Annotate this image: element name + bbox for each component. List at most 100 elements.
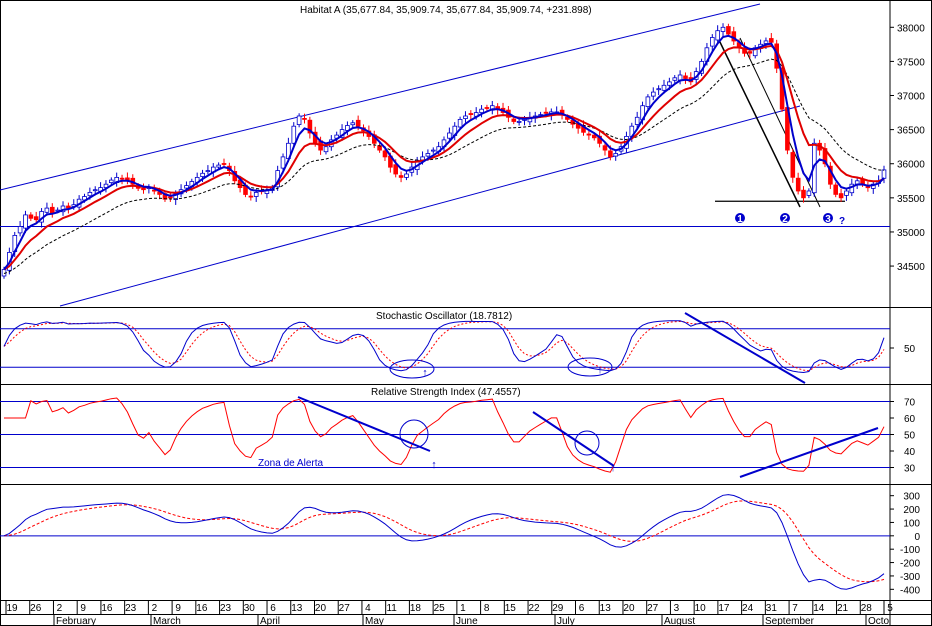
trend-channel: [0, 3, 845, 307]
month-label: May: [365, 616, 384, 626]
ma-slow-line: [3, 58, 885, 274]
x-tick-label: 20: [623, 603, 635, 614]
candle-up: [672, 77, 678, 81]
candle-down: [168, 196, 173, 199]
candle-down: [838, 193, 844, 199]
y-tick-label: -300: [900, 572, 920, 583]
candle-up: [184, 185, 189, 189]
x-tick-label: 30: [244, 603, 256, 614]
month-label: July: [557, 616, 575, 626]
x-tick-label: 2: [57, 603, 63, 614]
x-tick-label: 20: [315, 603, 327, 614]
downtrend-line: [717, 37, 801, 208]
candle-down: [468, 113, 474, 116]
marker-label: 2: [782, 214, 788, 225]
x-tick-label: 17: [718, 603, 730, 614]
rsi-y-axis: 70 60 50 40 30: [890, 398, 916, 475]
price-chart-title: Habitat A (35,677.84, 35,909.74, 35,677.…: [300, 5, 592, 16]
candle-down: [50, 206, 55, 214]
marker-label: ?: [839, 216, 845, 227]
candle-down: [586, 133, 592, 136]
rsi-trend-line: [297, 396, 431, 452]
candle-down: [248, 195, 254, 198]
x-tick-label: 13: [291, 603, 303, 614]
x-tick-label: 26: [30, 603, 42, 614]
candle-up: [720, 26, 726, 32]
y-tick-label: 60: [904, 414, 916, 425]
candle-down: [511, 118, 517, 122]
candle-down: [833, 184, 838, 195]
x-tick-label: 27: [647, 603, 659, 614]
candle-down: [683, 75, 688, 79]
stochastic-panel: ↑ ↑ 50 Stochastic Oscillator (18.7812): [0, 311, 916, 384]
x-tick-label: 6: [270, 603, 276, 614]
candle-up: [613, 153, 618, 157]
candle-up: [23, 214, 28, 229]
x-tick-label: 9: [175, 603, 181, 614]
y-tick-label: 40: [904, 447, 916, 458]
candle-down: [747, 51, 753, 54]
x-tick-label: 1: [460, 603, 466, 614]
candle-up: [430, 149, 436, 152]
candle-down: [302, 118, 307, 120]
x-tick-label: 4: [365, 603, 371, 614]
candle-down: [33, 216, 39, 221]
candle-up: [17, 226, 23, 234]
highlight-circle: [574, 430, 600, 456]
stochastic-trend-line: [684, 312, 806, 384]
x-tick-label: 7: [792, 603, 798, 614]
y-tick-label: 37000: [897, 92, 925, 103]
x-tick-label: 29: [552, 603, 564, 614]
stochastic-lines: ↑ ↑: [0, 312, 890, 384]
x-tick-label: 31: [766, 603, 778, 614]
candle-up: [479, 108, 484, 113]
x-tick-label: 16: [196, 603, 208, 614]
candle-up: [881, 169, 887, 179]
candle-up: [656, 88, 661, 91]
x-tick-label: 3: [674, 603, 680, 614]
date-axis: 19 26 2 9 16 23 2 9 16 23 30 6 13 20 27 4 11 18 25 1 8 15 22 29…: [0, 600, 932, 626]
candle-up: [710, 37, 715, 47]
candle-up: [200, 172, 205, 178]
candle-down: [398, 175, 404, 178]
stochastic-y-axis: 50: [890, 344, 916, 355]
oscillator-lines: [0, 494, 890, 590]
candle-down: [119, 177, 125, 180]
month-label: August: [664, 616, 695, 626]
marker-label: 3: [825, 214, 831, 225]
x-tick-label: 28: [861, 603, 873, 614]
channel-upper-line: [0, 3, 761, 191]
y-tick-label: 37500: [897, 57, 925, 68]
x-tick-label: 9: [80, 603, 86, 614]
stochastic-signal-line: [3, 320, 885, 372]
y-tick-label: 200: [903, 505, 920, 516]
rsi-lines: ↑ ↑: [0, 396, 890, 478]
candle-up: [447, 132, 452, 139]
candle-up: [404, 173, 409, 178]
candle-up: [44, 207, 50, 213]
highlight-ellipse: [389, 359, 435, 379]
candle-down: [151, 189, 157, 192]
y-tick-label: 35500: [897, 194, 925, 205]
candle-up: [291, 125, 297, 144]
candle-down: [66, 205, 71, 209]
x-tick-label: 14: [813, 603, 825, 614]
month-label: April: [260, 616, 280, 626]
candle-up: [350, 122, 356, 126]
x-tick-label: 19: [6, 603, 18, 614]
candle-up: [425, 153, 431, 157]
candle-up: [92, 189, 98, 192]
candle-up: [109, 179, 114, 184]
ma-fast-line: [3, 34, 885, 271]
oscillator-signal-line: [3, 500, 885, 583]
candle-up: [296, 115, 302, 126]
oscillator-panel: 300 200 100 0 -100 -200 -300 -400: [0, 492, 920, 596]
y-tick-label: 50: [904, 344, 916, 355]
marker-label: 1: [737, 214, 743, 225]
candle-down: [543, 111, 549, 114]
marker-circle: [823, 213, 833, 223]
candle-down: [790, 152, 796, 178]
marker-circle: [780, 213, 790, 223]
